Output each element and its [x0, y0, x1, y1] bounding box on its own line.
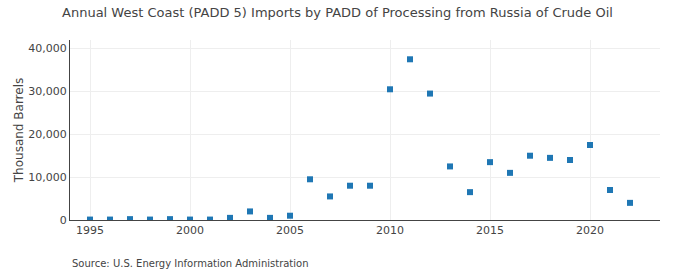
svg-text:10,000: 10,000	[28, 171, 67, 184]
svg-text:2005: 2005	[276, 224, 304, 237]
svg-text:1995: 1995	[76, 224, 104, 237]
svg-text:30,000: 30,000	[28, 85, 67, 98]
svg-text:Thousand Barrels: Thousand Barrels	[12, 78, 26, 183]
svg-text:Source: U.S. Energy Informatio: Source: U.S. Energy Information Administ…	[72, 258, 309, 269]
svg-text:20,000: 20,000	[28, 128, 67, 141]
svg-text:2020: 2020	[576, 224, 604, 237]
svg-text:40,000: 40,000	[28, 42, 67, 55]
svg-text:0: 0	[60, 214, 67, 227]
svg-text:2000: 2000	[176, 224, 204, 237]
svg-text:2010: 2010	[376, 224, 404, 237]
svg-text:Annual West Coast (PADD 5) Imp: Annual West Coast (PADD 5) Imports by PA…	[62, 5, 613, 20]
svg-text:2015: 2015	[476, 224, 504, 237]
